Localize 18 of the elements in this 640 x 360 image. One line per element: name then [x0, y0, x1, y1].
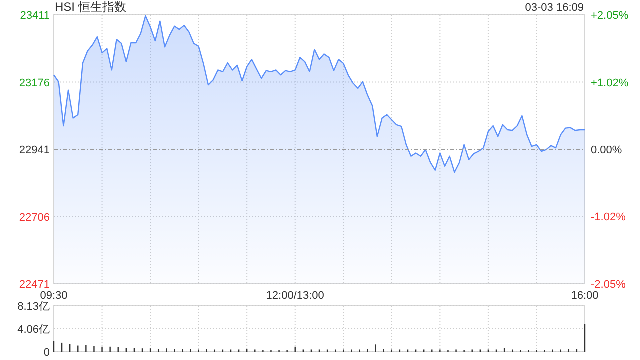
y-tick-label: 22471 — [19, 279, 50, 291]
y2-tick-label: -2.05% — [591, 279, 626, 291]
x-tick-label: 12:00/13:00 — [266, 290, 324, 302]
y-tick-label: 0 — [44, 347, 50, 359]
chart-title: HSI 恒生指数 — [55, 0, 126, 14]
y-tick-label: 4.06亿 — [18, 324, 50, 336]
y-tick-label: 23411 — [20, 10, 50, 22]
x-tick-label: 09:30 — [40, 290, 68, 302]
y-tick-label: 8.13亿 — [18, 301, 50, 313]
y2-tick-label: +2.05% — [591, 10, 629, 22]
x-tick-label: 16:00 — [571, 290, 599, 302]
chart-subtitle: 03-03 16:09 — [525, 2, 584, 14]
y2-tick-label: -1.02% — [591, 211, 626, 224]
y2-tick-label: 0.00% — [591, 144, 622, 156]
y2-tick-label: +1.02% — [591, 78, 629, 90]
y-tick-label: 22706 — [19, 212, 50, 224]
y-tick-label: 22941 — [19, 144, 50, 156]
y-tick-label: 23176 — [19, 77, 50, 90]
